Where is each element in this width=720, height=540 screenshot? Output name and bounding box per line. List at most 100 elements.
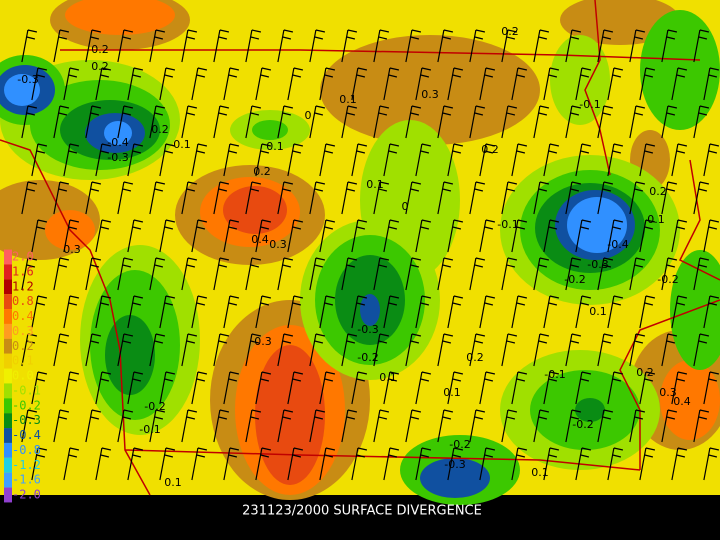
contour-label: 0.3 — [63, 243, 81, 256]
contour-label: 0.2 — [466, 351, 484, 364]
wind-barb — [479, 219, 496, 253]
wind-barb — [341, 333, 358, 367]
wind-barb — [437, 181, 454, 215]
wind-barb — [629, 181, 646, 215]
wind-barb — [383, 371, 400, 405]
wind-barb — [511, 371, 528, 405]
wind-barb — [159, 219, 176, 253]
wind-barb — [415, 67, 432, 101]
wind-barb — [159, 295, 176, 329]
wind-barb — [287, 143, 304, 177]
wind-barb — [639, 67, 656, 101]
wind-barb — [63, 371, 80, 405]
wind-barb — [703, 295, 720, 329]
contour-label: 0.2 — [481, 143, 499, 156]
wind-barb — [607, 219, 624, 253]
contour-label: 0.1 — [266, 140, 284, 153]
legend-swatch — [4, 264, 12, 280]
wind-barb — [95, 447, 112, 481]
wind-barb — [383, 67, 400, 101]
wind-barb — [383, 295, 400, 329]
legend-label: 1.2 — [12, 279, 34, 293]
wind-barb — [223, 371, 240, 405]
wind-barb — [53, 409, 70, 443]
wind-barb — [223, 67, 240, 101]
wind-barb — [127, 447, 144, 481]
contour-label: 0.3 — [421, 88, 439, 101]
legend-swatch — [4, 353, 12, 369]
wind-barb — [277, 29, 294, 63]
contour-label: 0.1 — [589, 305, 607, 318]
wind-barb — [629, 105, 646, 139]
wind-barb — [21, 105, 38, 139]
contour-label: 0.3 — [254, 335, 272, 348]
contour-label: 0.1 — [443, 386, 461, 399]
legend-swatch — [4, 368, 12, 384]
wind-barb — [629, 29, 646, 63]
contour-label: 0 — [305, 109, 312, 122]
wind-barb — [469, 333, 486, 367]
wind-barb — [63, 67, 80, 101]
wind-barb — [341, 105, 358, 139]
wind-barb — [671, 219, 688, 253]
wind-barb — [661, 181, 678, 215]
wind-barb — [341, 181, 358, 215]
wind-barb — [565, 333, 582, 367]
wind-barb — [309, 29, 326, 63]
wind-barb — [181, 105, 198, 139]
wind-barb — [309, 409, 326, 443]
wind-barb — [639, 219, 656, 253]
contour-label: 0.2 — [91, 43, 109, 56]
wind-barb — [479, 143, 496, 177]
wind-barb — [437, 105, 454, 139]
wind-barb — [245, 105, 262, 139]
wind-barb — [191, 295, 208, 329]
wind-barb — [565, 409, 582, 443]
legend-label: -1.2 — [12, 458, 41, 472]
wind-barb — [223, 447, 240, 481]
wind-barb — [501, 257, 518, 291]
wind-barb — [447, 143, 464, 177]
wind-barb — [469, 29, 486, 63]
wind-barb — [213, 105, 230, 139]
wind-barb — [479, 67, 496, 101]
wind-barb — [575, 67, 592, 101]
wind-barb — [181, 257, 198, 291]
legend-swatch — [4, 309, 12, 324]
legend-label: -2.0 — [12, 488, 41, 502]
wind-barb — [415, 371, 432, 405]
wind-barb — [277, 105, 294, 139]
wind-barb — [575, 143, 592, 177]
wind-barb — [661, 29, 678, 63]
wind-barb — [661, 105, 678, 139]
wind-barb — [319, 143, 336, 177]
wind-barb — [533, 257, 550, 291]
wind-barb — [191, 143, 208, 177]
contour-label: 0.4 — [673, 395, 691, 408]
wind-barb — [447, 295, 464, 329]
wind-barb — [85, 29, 102, 63]
contour-label: 0.2 — [253, 165, 271, 178]
wind-barb — [661, 333, 678, 367]
wind-barb — [607, 371, 624, 405]
contour-label: -0.2 — [564, 273, 585, 286]
wind-barb — [351, 219, 368, 253]
wind-barb — [661, 257, 678, 291]
wind-barb — [213, 181, 230, 215]
wind-barb — [213, 333, 230, 367]
wind-barb — [181, 333, 198, 367]
contour-label: -0.3 — [444, 458, 465, 471]
legend-label: -0.3 — [12, 413, 41, 427]
wind-barb — [53, 29, 70, 63]
map-title: 231123/2000 SURFACE DIVERGENCE — [242, 504, 482, 519]
contour-label: -0.1 — [139, 423, 160, 436]
legend-swatch — [4, 428, 12, 443]
legend-label: 0.2 — [12, 339, 34, 353]
wind-barb — [703, 219, 720, 253]
contour-label: 0.2 — [151, 123, 169, 136]
wind-barb — [85, 105, 102, 139]
wind-barb — [501, 29, 518, 63]
wind-barb — [181, 409, 198, 443]
contour-label: -0.2 — [357, 351, 378, 364]
wind-barb — [629, 333, 646, 367]
